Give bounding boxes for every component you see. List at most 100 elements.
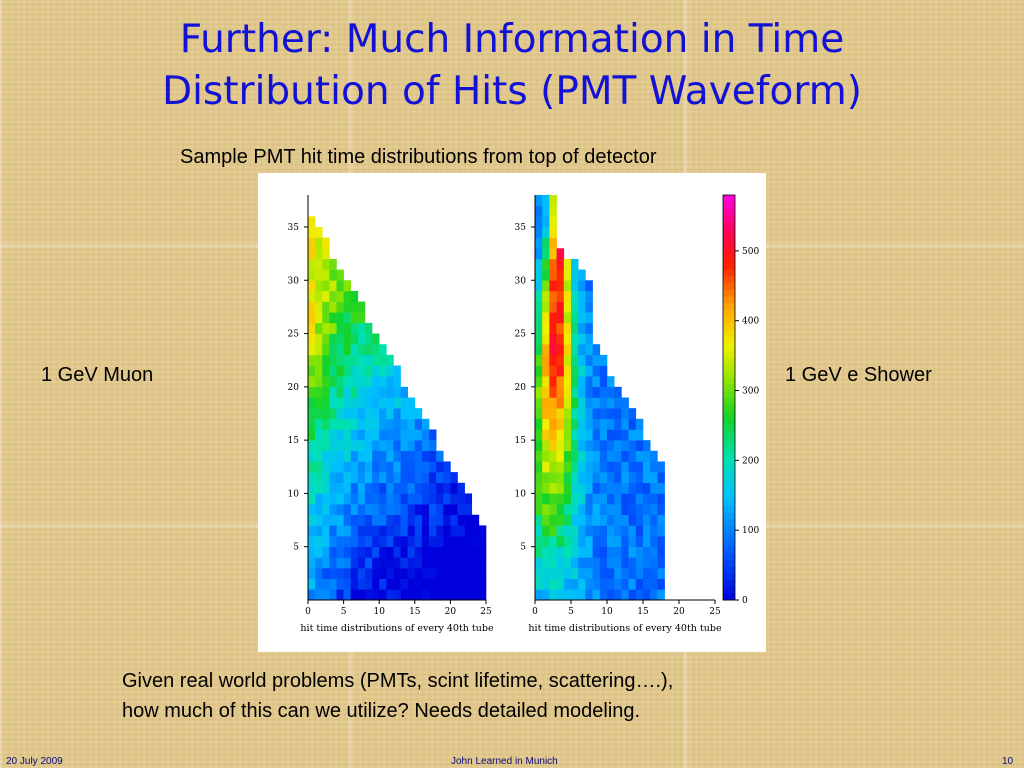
muon-heatmap-cell	[350, 504, 359, 516]
muon-heatmap-cell	[386, 397, 394, 409]
muon-heatmap-cell	[414, 429, 423, 441]
shower-heatmap-cell	[621, 472, 629, 484]
shower-heatmap-cell	[563, 408, 572, 420]
shower-heatmap-cell	[628, 482, 637, 494]
muon-heatmap-cell	[386, 578, 394, 590]
muon-heatmap-cell	[386, 354, 394, 366]
heatmap-figure: 0 5 10 15 20 25 5 10 15 20 25 30 35 hit time distribu…	[258, 173, 766, 652]
shower-heatmap-cell	[556, 301, 565, 313]
shower-heatmap-cell	[542, 493, 550, 505]
shower-heatmap-cell	[614, 482, 622, 494]
muon-heatmap-cell	[421, 493, 430, 505]
muon-heatmap-cell	[400, 557, 408, 569]
shower-heatmap-cell	[571, 482, 579, 494]
muon-heatmap-cell	[315, 280, 323, 292]
muon-heatmap-cell	[436, 514, 444, 526]
shower-heatmap-cell	[542, 248, 550, 260]
shower-heatmap-cell	[535, 536, 543, 548]
shower-heatmap-cell	[556, 376, 565, 388]
footer-page-number: 10	[1002, 756, 1014, 767]
shower-heatmap-cell	[542, 365, 550, 377]
muon-heatmap-cell	[457, 536, 465, 548]
muon-heatmap-cell	[471, 557, 480, 569]
muon-heatmap-cell	[329, 376, 337, 388]
muon-heatmap-cell	[393, 578, 401, 590]
muon-heatmap-cell	[464, 557, 473, 569]
muon-heatmap-cell	[393, 536, 401, 548]
muon-heatmap-cell	[400, 546, 408, 558]
muon-heatmap-cell	[308, 578, 316, 590]
muon-heatmap-cell	[315, 514, 323, 526]
shower-heatmap-cell	[549, 408, 557, 420]
muon-heatmap-cell	[350, 312, 359, 324]
shower-heatmap-cell	[657, 546, 665, 558]
muon-heatmap-cell	[322, 418, 330, 430]
shower-heatmap-cell	[535, 546, 543, 558]
muon-heatmap-cell	[457, 578, 465, 590]
shower-heatmap-cell	[563, 418, 572, 430]
muon-heatmap-cell	[386, 493, 394, 505]
shower-heatmap-cell	[599, 386, 608, 398]
muon-heatmap-cell	[357, 504, 366, 516]
muon-heatmap-cell	[407, 482, 416, 494]
muon-heatmap-cell	[350, 408, 359, 420]
muon-heatmap-cell	[436, 578, 444, 590]
muon-heatmap-cell	[379, 354, 387, 366]
shower-heatmap-cell	[592, 578, 601, 590]
muon-heatmap-cell	[364, 525, 373, 537]
muon-heatmap-cell	[357, 376, 366, 388]
colorbar-segment	[723, 397, 735, 405]
muon-heatmap-cell	[322, 589, 330, 601]
muon-heatmap-cell	[464, 546, 473, 558]
shower-heatmap-cell	[571, 333, 579, 345]
muon-heatmap-cell	[478, 578, 487, 590]
muon-heatmap-cell	[400, 514, 408, 526]
shower-heatmap-cell	[549, 216, 557, 228]
shower-heatmap-cell	[628, 504, 637, 516]
muon-heatmap-cell	[421, 450, 430, 462]
muon-heatmap-cell	[436, 472, 444, 484]
muon-heatmap-cell	[357, 397, 366, 409]
muon-heatmap-cell	[343, 397, 352, 409]
shower-heatmap-cell	[571, 376, 579, 388]
muon-heatmap-cell	[443, 568, 451, 579]
muon-heatmap-cell	[372, 589, 380, 601]
shower-heatmap-cell	[585, 354, 593, 366]
colorbar-segment	[723, 532, 735, 540]
shower-heatmap-cell	[592, 589, 601, 601]
muon-heatmap-cell	[322, 290, 330, 302]
shower-heatmap-cell	[542, 312, 550, 324]
muon-label: 1 GeV Muon	[41, 364, 154, 386]
muon-heatmap-cell	[393, 376, 401, 388]
muon-heatmap-cell	[322, 557, 330, 569]
shower-heatmap-cell	[585, 290, 593, 302]
muon-heatmap-cell	[315, 482, 323, 494]
muon-heatmap-cell	[421, 418, 430, 430]
muon-heatmap-cell	[364, 344, 373, 356]
shower-heatmap-cell	[650, 557, 658, 569]
shower-heatmap-cell	[643, 440, 651, 452]
shower-heatmap-cell	[635, 418, 644, 430]
shower-heatmap-cell	[585, 397, 593, 409]
shower-heatmap-cell	[578, 482, 586, 494]
muon-heatmap-cell	[364, 504, 373, 516]
muon-heatmap-cell	[364, 354, 373, 366]
shower-heatmap-cell	[592, 514, 601, 526]
shower-heatmap-cell	[571, 344, 579, 356]
muon-heatmap-cell	[457, 504, 465, 516]
muon-heatmap-cell	[322, 344, 330, 356]
muon-heatmap-cell	[357, 344, 366, 356]
shower-heatmap-cell	[585, 418, 593, 430]
shower-heatmap-y-tick-label: 5	[520, 543, 526, 553]
muon-heatmap-cell	[393, 418, 401, 430]
shower-heatmap-cell	[542, 525, 550, 537]
shower-heatmap-cell	[578, 376, 586, 388]
shower-heatmap-cell	[585, 365, 593, 377]
muon-heatmap-cell	[315, 493, 323, 505]
shower-heatmap-cell	[592, 397, 601, 409]
muon-heatmap-cell	[414, 440, 423, 452]
muon-heatmap-cell	[364, 536, 373, 548]
shower-heatmap-cell	[563, 546, 572, 558]
shower-heatmap-cell	[621, 589, 629, 601]
muon-heatmap-cell	[478, 546, 487, 558]
